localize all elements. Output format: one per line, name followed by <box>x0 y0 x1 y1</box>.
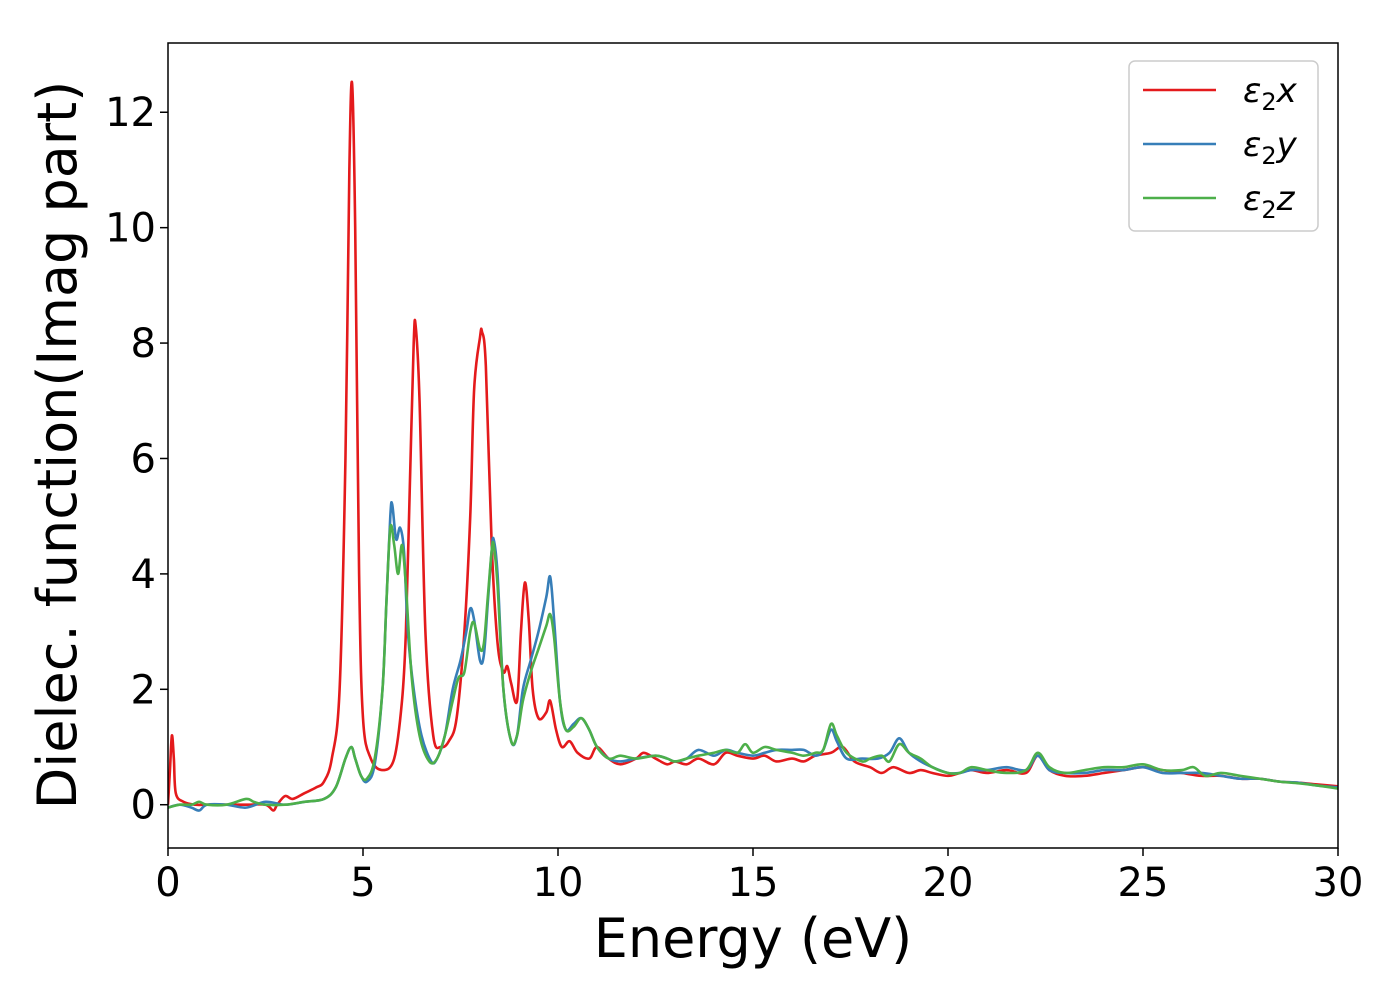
x-tick-label: 10 <box>533 860 584 906</box>
y-tick-label: 6 <box>131 436 156 482</box>
y-tick-label: 8 <box>131 321 156 367</box>
x-tick-label: 0 <box>155 860 180 906</box>
y-tick-label: 12 <box>105 90 156 136</box>
legend-box <box>1128 60 1319 232</box>
legend-item-z: ε2z <box>1143 179 1296 224</box>
x-axis-label: Energy (eV) <box>594 907 913 970</box>
legend-item-x: ε2x <box>1143 71 1298 116</box>
x-tick-label: 30 <box>1313 860 1364 906</box>
legend-item-y: ε2y <box>1143 125 1298 170</box>
x-tick-label: 5 <box>350 860 375 906</box>
legend-label: ε2y <box>1243 125 1298 170</box>
y-axis: 0 2 4 6 8 10 12 <box>105 90 168 829</box>
x-tick-label: 15 <box>728 860 779 906</box>
y-tick-label: 10 <box>105 206 156 252</box>
legend-label: ε2z <box>1243 179 1296 224</box>
x-tick-label: 25 <box>1118 860 1169 906</box>
series-line-z <box>168 523 1338 809</box>
x-axis: 0 5 10 15 20 25 30 <box>155 848 1363 906</box>
legend-label: ε2x <box>1243 71 1298 116</box>
y-tick-label: 0 <box>131 783 156 829</box>
series-layer <box>168 80 1338 812</box>
legend: ε2x ε2y ε2z <box>1128 60 1319 232</box>
y-axis-label: Dielec. function(Imag part) <box>26 81 89 810</box>
x-tick-label: 20 <box>923 860 974 906</box>
y-tick-label: 2 <box>131 667 156 713</box>
y-tick-label: 4 <box>131 552 156 598</box>
